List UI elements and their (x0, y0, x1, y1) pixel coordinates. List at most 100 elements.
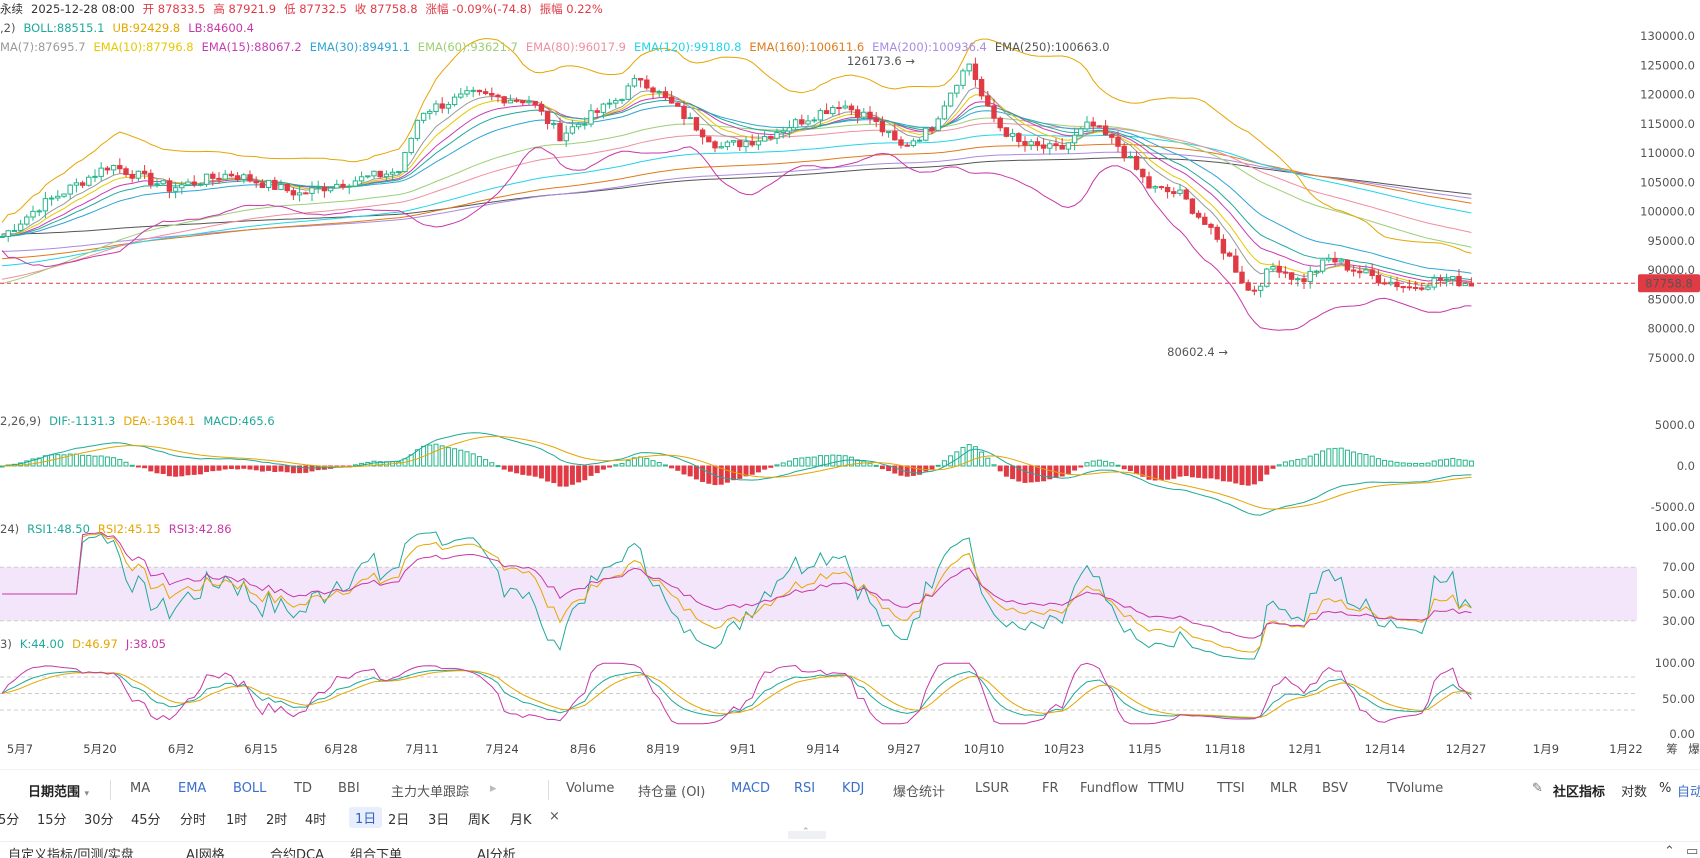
candle-body (681, 105, 687, 119)
close-icon[interactable]: × (549, 809, 560, 824)
bottom-tab-2[interactable]: 合约DCA (270, 848, 324, 858)
macd-bar (1468, 460, 1474, 467)
edit-icon[interactable]: ✎ (1532, 781, 1543, 796)
macd-bar (1326, 448, 1332, 467)
bottom-tab-1[interactable]: AI网格 (186, 848, 225, 858)
candle-body (693, 117, 700, 131)
indicator--button[interactable]: 主力大单跟踪 (391, 785, 470, 800)
macd-bar (972, 446, 978, 467)
candle-body (619, 98, 625, 101)
macd-info-line: 2,26,9) DIF:-1131.3 DEA:-1364.1 MACD:465.6 (0, 414, 283, 428)
indicator-boll-button[interactable]: BOLL (233, 781, 267, 796)
date-tick-label: 筹 (1666, 742, 1678, 756)
indicator-bbi-button[interactable]: BBI (338, 781, 360, 796)
log-scale-button[interactable]: 对数 (1621, 785, 1648, 800)
price-tick-label: 95000.0 (1647, 234, 1695, 248)
candle-body (358, 176, 365, 182)
indicator-lsur-button[interactable]: LSUR (975, 781, 1010, 796)
macd-bar (607, 465, 613, 468)
indicator-value: BOLL:88515.1 (23, 21, 105, 35)
macd-bar (799, 457, 805, 467)
indicator--button[interactable]: 爆仓统计 (893, 785, 946, 800)
date-tick-label: 9月27 (887, 742, 920, 756)
macd-bar (303, 465, 309, 473)
timeframe-8-button[interactable]: 1日 (349, 807, 383, 828)
timeframe-3-button[interactable]: 45分 (131, 813, 161, 828)
macd-bar (154, 465, 160, 474)
indicator-ema-button[interactable]: EMA (178, 781, 207, 796)
candle-body (724, 141, 731, 148)
indicator-ttmu-button[interactable]: TTMU (1148, 781, 1185, 796)
timeframe-7-button[interactable]: 4时 (305, 813, 327, 828)
macd-bar (1034, 465, 1040, 482)
candle-body (1270, 266, 1276, 270)
timeframe-11-button[interactable]: 周K (468, 813, 490, 828)
indicator-ttsi-button[interactable]: TTSI (1217, 781, 1245, 796)
chevron-up-icon[interactable]: ⌃ (1664, 844, 1675, 858)
macd-bar (985, 457, 991, 467)
macd-bar (644, 457, 650, 467)
timeframe-5-button[interactable]: 1时 (226, 813, 248, 828)
bottom-tab-4[interactable]: AI分析 (477, 848, 516, 858)
timeframe-10-button[interactable]: 3日 (428, 813, 450, 828)
candle-body (414, 119, 421, 139)
candle-body (780, 130, 786, 134)
macd-bar (297, 465, 303, 474)
chart-svg[interactable]: 130000.0 125000.0 120000.0 115000.0 110000.0… (0, 0, 1700, 771)
date-range-button[interactable]: 日期范围 ▾ (28, 781, 89, 800)
candle-body (644, 79, 650, 89)
macd-bar (204, 465, 210, 472)
macd-bar (1239, 465, 1245, 485)
high-price-marker: 126173.6 → (847, 54, 916, 68)
candle-body (352, 180, 359, 187)
candle-body (755, 140, 762, 146)
indicator-volume-button[interactable]: Volume (566, 781, 615, 796)
community-indicator-button[interactable]: 社区指标 (1553, 785, 1606, 800)
timeframe-9-button[interactable]: 2日 (388, 813, 410, 828)
macd-bar (241, 465, 247, 469)
indicator-macd-button[interactable]: MACD (731, 781, 770, 796)
price-tick-label: 110000.0 (1640, 146, 1695, 160)
price-tick-label: 100000.0 (1640, 205, 1695, 219)
candle-body (408, 137, 414, 153)
macd-bar (1158, 465, 1164, 481)
indicator-fundflow-button[interactable]: Fundflow (1080, 781, 1139, 796)
macd-bar (1208, 465, 1214, 479)
percent-scale-button[interactable]: % (1659, 781, 1672, 796)
timeframe-1-button[interactable]: 15分 (37, 813, 67, 828)
indicator-td-button[interactable]: TD (294, 781, 312, 796)
indicator-tvolume-button[interactable]: TVolume (1387, 781, 1444, 796)
macd-bar (247, 465, 253, 470)
candle-body (1109, 134, 1115, 138)
chart-area[interactable]: 130000.0 125000.0 120000.0 115000.0 110000.0… (0, 0, 1700, 771)
indicator-value: 高 87921.9 (213, 2, 277, 16)
bottom-tab-3[interactable]: 组合下单 (350, 848, 403, 858)
bottom-tab-0[interactable]: 自定义指标/回测/实盘 (8, 848, 134, 858)
candle-body (805, 120, 811, 125)
candle-body (476, 89, 483, 93)
indicator-bsv-button[interactable]: BSV (1322, 781, 1348, 796)
indicator-fr-button[interactable]: FR (1042, 781, 1059, 796)
auto-scale-button[interactable]: 自动 (1677, 785, 1700, 800)
chevron-right-icon[interactable]: ▸ (490, 781, 497, 796)
indicator-rsi-button[interactable]: RSI (794, 781, 816, 796)
timeframe-0-button[interactable]: 5分 (0, 813, 20, 828)
ema-80-line (1, 122, 1472, 280)
indicator-kdj-button[interactable]: KDJ (842, 781, 865, 796)
timeframe-4-button[interactable]: 分时 (180, 813, 207, 828)
indicator-mlr-button[interactable]: MLR (1270, 781, 1298, 796)
macd-bar (1295, 458, 1301, 467)
timeframe-6-button[interactable]: 2时 (266, 813, 288, 828)
indicator-ma-button[interactable]: MA (130, 781, 151, 796)
indicator-oi-button[interactable]: 持仓量 (OI) (638, 785, 706, 800)
window-icon[interactable]: ▭ (1686, 844, 1699, 858)
timeframe-2-button[interactable]: 30分 (84, 813, 114, 828)
candle-body (650, 87, 656, 93)
candle-body (675, 102, 681, 107)
panel-resize-handle[interactable]: ⌃ (788, 827, 826, 839)
ma-7-line (1, 87, 1472, 287)
timeframe-12-button[interactable]: 月K (510, 813, 532, 828)
macd-bar (67, 453, 73, 467)
macd-bar (848, 456, 854, 467)
ohlc-info-line: 永续 2025-12-28 08:00 开 87833.5 高 87921.9 低 87… (0, 2, 611, 16)
